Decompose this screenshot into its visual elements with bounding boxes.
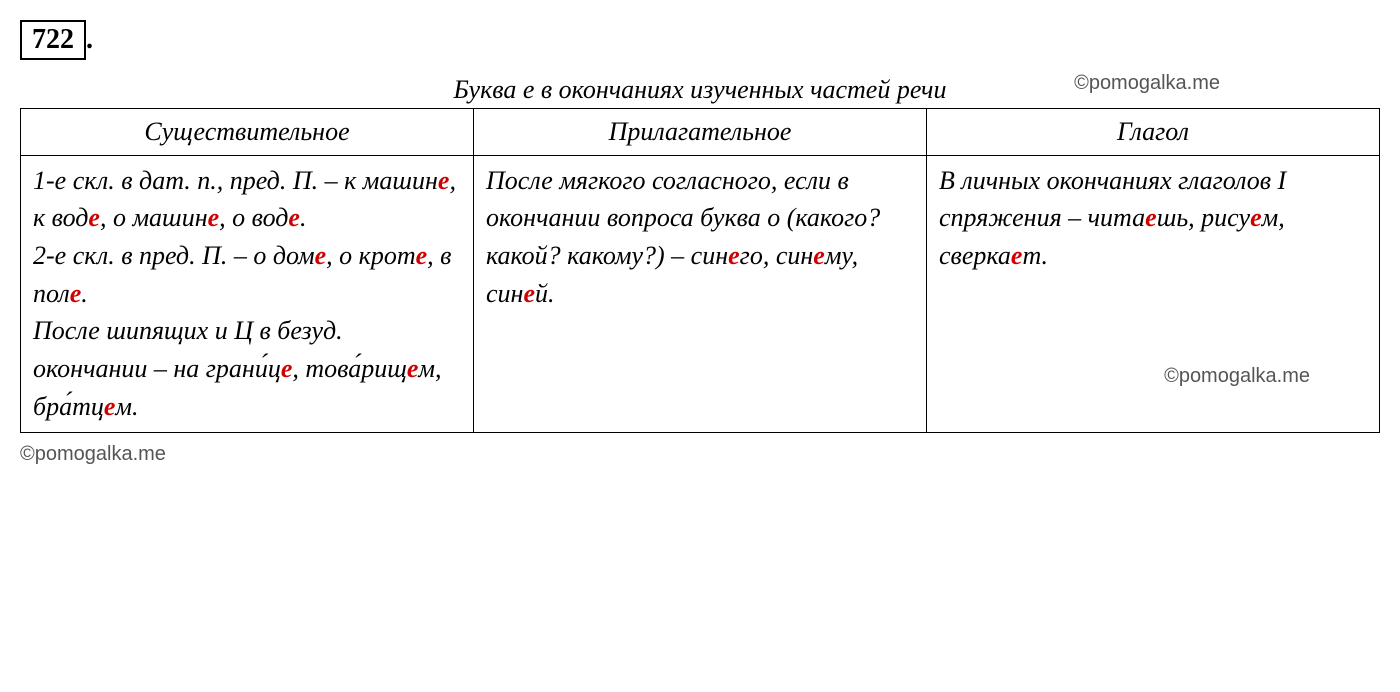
highlight-letter: е	[407, 354, 419, 383]
table-body-row: 1-е скл. в дат. п., пред. П. – к машине,…	[21, 155, 1380, 432]
header-adjective: Прилагательное	[474, 109, 927, 156]
highlight-letter: е	[523, 279, 535, 308]
highlight-letter: е	[1250, 203, 1262, 232]
highlight-letter: е	[288, 203, 300, 232]
header-verb: Глагол	[927, 109, 1380, 156]
table-header-row: Существительное Прилагательное Глагол	[21, 109, 1380, 156]
highlight-letter: е	[70, 279, 82, 308]
highlight-letter: е	[1011, 241, 1023, 270]
cell-adjective: После мягкого согласного, если в окончан…	[474, 155, 927, 432]
exercise-number-dot: .	[86, 24, 93, 55]
highlight-letter: е	[416, 241, 428, 270]
watermark-middle: ©pomogalka.me	[1164, 365, 1310, 388]
highlight-letter: е	[88, 203, 100, 232]
highlight-letter: е	[728, 241, 740, 270]
watermark-bottom: ©pomogalka.me	[20, 443, 1380, 466]
highlight-letter: е	[281, 354, 293, 383]
exercise-number-row: 722.	[20, 20, 1380, 75]
highlight-letter: е	[1145, 203, 1157, 232]
page-container: 722. ©pomogalka.me ©pomogalka.me Буква е…	[20, 20, 1380, 476]
highlight-letter: е	[315, 241, 327, 270]
header-noun: Существительное	[21, 109, 474, 156]
highlight-letter: е	[813, 241, 825, 270]
table-title: Буква е в окончаниях изученных частей ре…	[20, 75, 1380, 105]
highlight-letter: е	[104, 392, 116, 421]
highlight-letter: е	[208, 203, 220, 232]
cell-verb: В личных окончаниях глаголов I спряжения…	[927, 155, 1380, 432]
cell-noun: 1-е скл. в дат. п., пред. П. – к машине,…	[21, 155, 474, 432]
highlight-letter: е	[438, 166, 450, 195]
exercise-number: 722	[20, 20, 86, 60]
